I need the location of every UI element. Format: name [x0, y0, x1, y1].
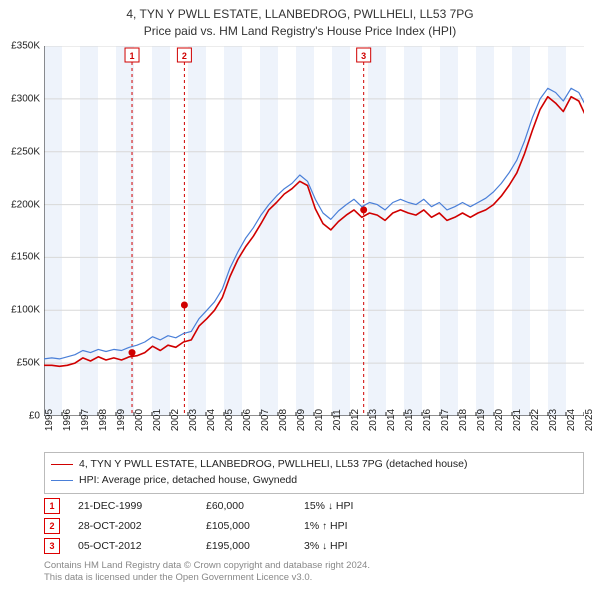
- arrow-up-icon: ↑: [322, 521, 327, 532]
- x-axis-label: 2015: [404, 409, 415, 431]
- legend-label-property: 4, TYN Y PWLL ESTATE, LLANBEDROG, PWLLHE…: [79, 457, 468, 473]
- events-table: 1 21-DEC-1999 £60,000 15% ↓ HPI 2 28-OCT…: [44, 494, 584, 558]
- legend-label-hpi: HPI: Average price, detached house, Gwyn…: [79, 473, 297, 489]
- chart-area: 123 £0£50K£100K£150K£200K£250K£300K£350K…: [44, 46, 584, 416]
- x-axis-label: 2014: [386, 409, 397, 431]
- event-price-2: £105,000: [206, 520, 286, 532]
- title-block: 4, TYN Y PWLL ESTATE, LLANBEDROG, PWLLHE…: [0, 0, 600, 42]
- x-axis-label: 2010: [314, 409, 325, 431]
- x-axis-label: 2011: [332, 409, 343, 431]
- x-axis-label: 2024: [566, 409, 577, 431]
- event-price-1: £60,000: [206, 500, 286, 512]
- svg-text:1: 1: [130, 51, 135, 61]
- title-address: 4, TYN Y PWLL ESTATE, LLANBEDROG, PWLLHE…: [0, 6, 600, 23]
- footer-line2: This data is licensed under the Open Gov…: [44, 572, 584, 584]
- x-axis-label: 1998: [98, 409, 109, 431]
- chart-svg: 1 2 3: [44, 46, 584, 416]
- x-axis-label: 2022: [530, 409, 541, 431]
- event-marker-3: 3: [44, 538, 60, 554]
- event-diff-3: 3% ↓ HPI: [304, 540, 424, 552]
- x-axis-label: 1995: [44, 409, 55, 431]
- event-row-3: 3 05-OCT-2012 £195,000 3% ↓ HPI: [44, 538, 584, 554]
- x-axis-label: 2019: [476, 409, 487, 431]
- x-axis-label: 2000: [134, 409, 145, 431]
- event-diff-2: 1% ↑ HPI: [304, 520, 424, 532]
- y-axis-label: £100K: [11, 305, 40, 316]
- legend: 4, TYN Y PWLL ESTATE, LLANBEDROG, PWLLHE…: [44, 452, 584, 494]
- x-axis-label: 1996: [62, 409, 73, 431]
- x-axis-label: 2006: [242, 409, 253, 431]
- x-axis-label: 2003: [188, 409, 199, 431]
- x-axis-label: 2004: [206, 409, 217, 431]
- event-date-1: 21-DEC-1999: [78, 500, 188, 512]
- arrow-down-icon: ↓: [328, 501, 333, 512]
- legend-item-hpi: HPI: Average price, detached house, Gwyn…: [51, 473, 577, 489]
- x-axis-label: 2008: [278, 409, 289, 431]
- x-axis-label: 2025: [584, 409, 595, 431]
- x-axis-label: 2009: [296, 409, 307, 431]
- x-axis-label: 2002: [170, 409, 181, 431]
- x-axis-label: 2007: [260, 409, 271, 431]
- x-axis-label: 2016: [422, 409, 433, 431]
- x-axis-label: 2023: [548, 409, 559, 431]
- x-axis-label: 2020: [494, 409, 505, 431]
- x-axis-label: 2005: [224, 409, 235, 431]
- event-date-2: 28-OCT-2002: [78, 520, 188, 532]
- x-axis-label: 1997: [80, 409, 91, 431]
- footer-line1: Contains HM Land Registry data © Crown c…: [44, 560, 584, 572]
- x-axis-label: 2012: [350, 409, 361, 431]
- y-axis-label: £300K: [11, 93, 40, 104]
- event-marker-2: 2: [44, 518, 60, 534]
- footer-attribution: Contains HM Land Registry data © Crown c…: [44, 560, 584, 584]
- event-diff-1: 15% ↓ HPI: [304, 500, 424, 512]
- y-axis-label: £250K: [11, 146, 40, 157]
- event-price-3: £195,000: [206, 540, 286, 552]
- x-axis-label: 2021: [512, 409, 523, 431]
- legend-swatch-hpi: [51, 480, 73, 481]
- x-axis-label: 2018: [458, 409, 469, 431]
- event-marker-1: 1: [44, 498, 60, 514]
- y-axis-label: £50K: [17, 358, 40, 369]
- chart-container: 4, TYN Y PWLL ESTATE, LLANBEDROG, PWLLHE…: [0, 0, 600, 590]
- y-axis-label: £0: [29, 411, 40, 422]
- svg-text:3: 3: [361, 51, 366, 61]
- x-axis-label: 2017: [440, 409, 451, 431]
- title-subtitle: Price paid vs. HM Land Registry's House …: [0, 23, 600, 40]
- arrow-down-icon: ↓: [322, 541, 327, 552]
- svg-text:2: 2: [182, 51, 187, 61]
- x-axis-label: 2013: [368, 409, 379, 431]
- x-axis-label: 1999: [116, 409, 127, 431]
- y-axis-label: £150K: [11, 252, 40, 263]
- legend-item-property: 4, TYN Y PWLL ESTATE, LLANBEDROG, PWLLHE…: [51, 457, 577, 473]
- event-row-2: 2 28-OCT-2002 £105,000 1% ↑ HPI: [44, 518, 584, 534]
- legend-swatch-property: [51, 464, 73, 465]
- event-row-1: 1 21-DEC-1999 £60,000 15% ↓ HPI: [44, 498, 584, 514]
- y-axis-label: £200K: [11, 199, 40, 210]
- event-date-3: 05-OCT-2012: [78, 540, 188, 552]
- x-axis-label: 2001: [152, 409, 163, 431]
- y-axis-label: £350K: [11, 41, 40, 52]
